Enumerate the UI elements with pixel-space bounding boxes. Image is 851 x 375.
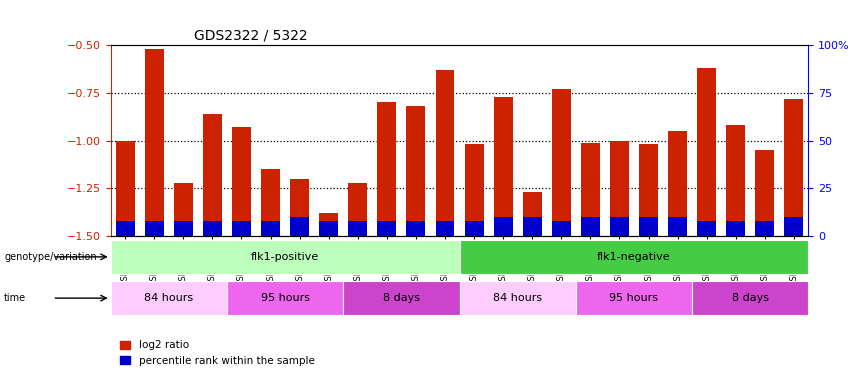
Bar <box>494 97 512 236</box>
Bar <box>203 221 222 236</box>
Bar <box>145 49 163 236</box>
Bar <box>460 240 808 274</box>
Bar <box>726 125 745 236</box>
Bar <box>697 221 717 236</box>
Bar <box>203 114 222 236</box>
Bar <box>785 99 803 236</box>
Bar <box>290 179 309 236</box>
Bar <box>465 144 483 236</box>
Bar <box>407 221 426 236</box>
Bar <box>668 131 687 236</box>
Bar <box>697 68 717 236</box>
Bar <box>668 217 687 236</box>
Bar <box>576 281 692 315</box>
Bar <box>581 217 600 236</box>
Bar <box>785 217 803 236</box>
Text: 84 hours: 84 hours <box>493 293 542 303</box>
Bar <box>319 221 338 236</box>
Bar <box>551 89 571 236</box>
Bar <box>407 106 426 236</box>
Bar <box>639 144 658 236</box>
Text: GDS2322 / 5322: GDS2322 / 5322 <box>194 28 308 42</box>
Bar <box>610 217 629 236</box>
Bar <box>174 183 193 236</box>
Text: time: time <box>4 293 26 303</box>
Bar <box>460 281 576 315</box>
Text: flk1-positive: flk1-positive <box>251 252 319 262</box>
Bar <box>290 217 309 236</box>
Bar <box>232 127 251 236</box>
Bar <box>232 221 251 236</box>
Bar <box>756 221 774 236</box>
Bar <box>111 240 460 274</box>
Bar <box>348 221 368 236</box>
Bar <box>756 150 774 236</box>
Text: 95 hours: 95 hours <box>609 293 659 303</box>
Bar <box>174 221 193 236</box>
Bar <box>145 221 163 236</box>
Bar <box>494 217 512 236</box>
Bar <box>261 170 280 236</box>
Bar <box>261 221 280 236</box>
Bar <box>692 281 808 315</box>
Legend: log2 ratio, percentile rank within the sample: log2 ratio, percentile rank within the s… <box>116 336 319 370</box>
Bar <box>227 281 343 315</box>
Text: 84 hours: 84 hours <box>144 293 193 303</box>
Bar <box>319 213 338 236</box>
Bar <box>551 221 571 236</box>
Text: flk1-negative: flk1-negative <box>597 252 671 262</box>
Bar <box>116 221 134 236</box>
Text: genotype/variation: genotype/variation <box>4 252 97 262</box>
Bar <box>116 141 134 236</box>
Bar <box>377 221 397 236</box>
Text: 95 hours: 95 hours <box>260 293 310 303</box>
Bar <box>111 281 227 315</box>
Text: 8 days: 8 days <box>732 293 768 303</box>
Bar <box>610 141 629 236</box>
Bar <box>523 192 542 236</box>
Text: 8 days: 8 days <box>383 293 420 303</box>
Bar <box>581 142 600 236</box>
Bar <box>377 102 397 236</box>
Bar <box>436 70 454 236</box>
Bar <box>639 217 658 236</box>
Bar <box>465 221 483 236</box>
Bar <box>436 221 454 236</box>
Bar <box>726 221 745 236</box>
Bar <box>348 183 368 236</box>
Bar <box>523 217 542 236</box>
Bar <box>343 281 460 315</box>
